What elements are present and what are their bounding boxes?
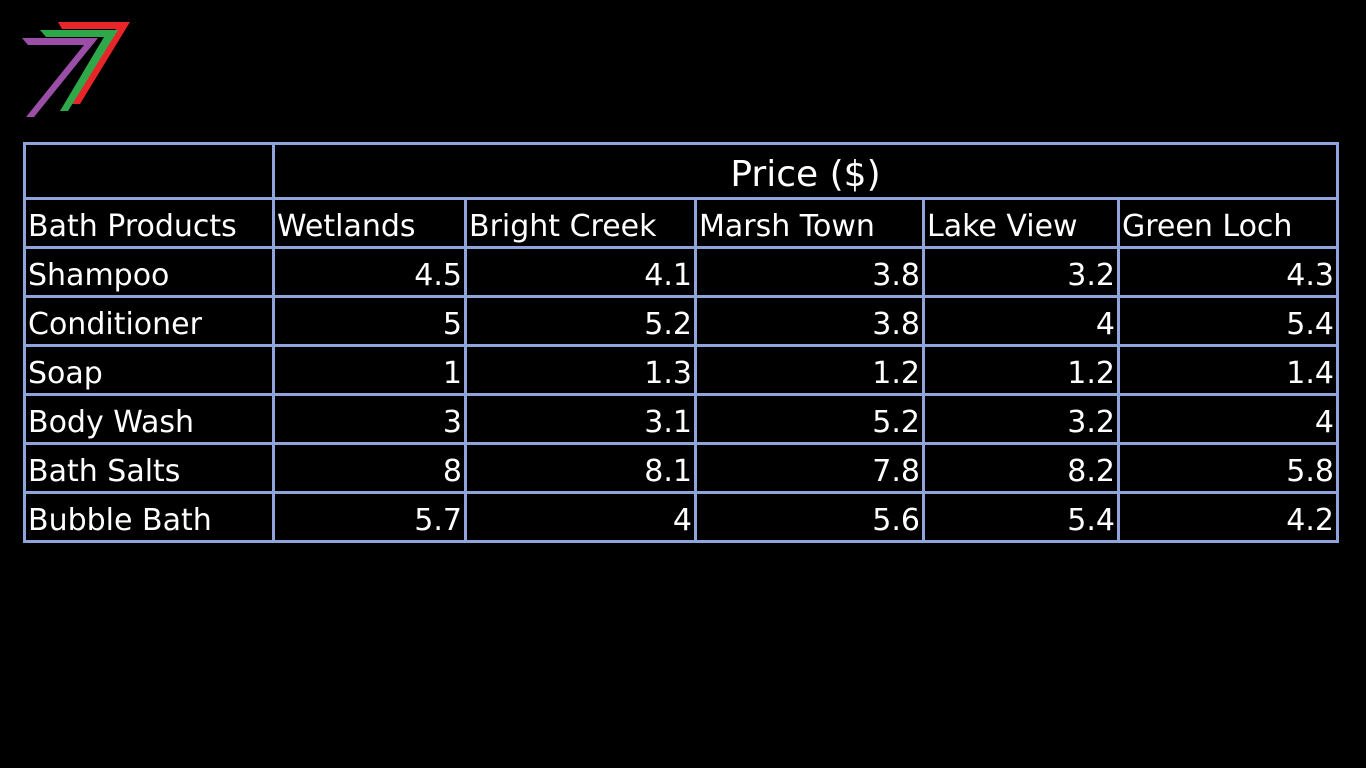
- price-cell: 5.6: [694, 491, 925, 543]
- data-row: Bubble Bath 5.7 4 5.6 5.4 4.2: [23, 491, 1339, 543]
- header-row: Bath Products Wetlands Bright Creek Marsh T…: [23, 197, 1339, 249]
- logo-purple: [22, 38, 98, 117]
- price-cell: 5.7: [272, 491, 467, 543]
- price-cell: 4: [1117, 393, 1339, 445]
- price-cell: 3.8: [694, 246, 925, 298]
- corner-cell: [23, 142, 275, 200]
- group-header-row: Price ($): [23, 142, 1339, 200]
- price-cell: 4.3: [1117, 246, 1339, 298]
- column-header: Wetlands: [272, 197, 467, 249]
- price-cell: 1.2: [922, 344, 1120, 396]
- data-row: Bath Salts 8 8.1 7.8 8.2 5.8: [23, 442, 1339, 494]
- logo: [22, 22, 130, 117]
- data-row: Soap 1 1.3 1.2 1.2 1.4: [23, 344, 1339, 396]
- row-label: Conditioner: [23, 295, 275, 347]
- price-cell: 4: [464, 491, 697, 543]
- column-header: Bright Creek: [464, 197, 697, 249]
- price-cell: 1.4: [1117, 344, 1339, 396]
- row-label: Shampoo: [23, 246, 275, 298]
- price-cell: 5.8: [1117, 442, 1339, 494]
- price-cell: 3.2: [922, 393, 1120, 445]
- price-cell: 5.2: [464, 295, 697, 347]
- column-header: Green Loch: [1117, 197, 1339, 249]
- price-cell: 5.2: [694, 393, 925, 445]
- price-cell: 1.3: [464, 344, 697, 396]
- price-cell: 8: [272, 442, 467, 494]
- price-cell: 7.8: [694, 442, 925, 494]
- price-cell: 4.1: [464, 246, 697, 298]
- row-label: Soap: [23, 344, 275, 396]
- price-cell: 3: [272, 393, 467, 445]
- price-cell: 3.2: [922, 246, 1120, 298]
- data-row: Conditioner 5 5.2 3.8 4 5.4: [23, 295, 1339, 347]
- price-cell: 1: [272, 344, 467, 396]
- row-label: Bath Salts: [23, 442, 275, 494]
- column-header: Marsh Town: [694, 197, 925, 249]
- logo-red: [58, 22, 130, 104]
- price-cell: 3.1: [464, 393, 697, 445]
- group-header: Price ($): [272, 142, 1339, 200]
- price-cell: 4.5: [272, 246, 467, 298]
- price-cell: 1.2: [694, 344, 925, 396]
- price-cell: 8.2: [922, 442, 1120, 494]
- price-cell: 5.4: [922, 491, 1120, 543]
- price-cell: 5: [272, 295, 467, 347]
- data-row: Shampoo 4.5 4.1 3.8 3.2 4.3: [23, 246, 1339, 298]
- column-header: Bath Products: [23, 197, 275, 249]
- price-cell: 4: [922, 295, 1120, 347]
- price-cell: 3.8: [694, 295, 925, 347]
- price-cell: 8.1: [464, 442, 697, 494]
- logo-green: [40, 30, 118, 111]
- data-row: Body Wash 3 3.1 5.2 3.2 4: [23, 393, 1339, 445]
- price-cell: 5.4: [1117, 295, 1339, 347]
- price-table: Price ($) Bath Products Wetlands Bright Cre…: [23, 142, 1339, 543]
- column-header: Lake View: [922, 197, 1120, 249]
- row-label: Bubble Bath: [23, 491, 275, 543]
- price-cell: 4.2: [1117, 491, 1339, 543]
- row-label: Body Wash: [23, 393, 275, 445]
